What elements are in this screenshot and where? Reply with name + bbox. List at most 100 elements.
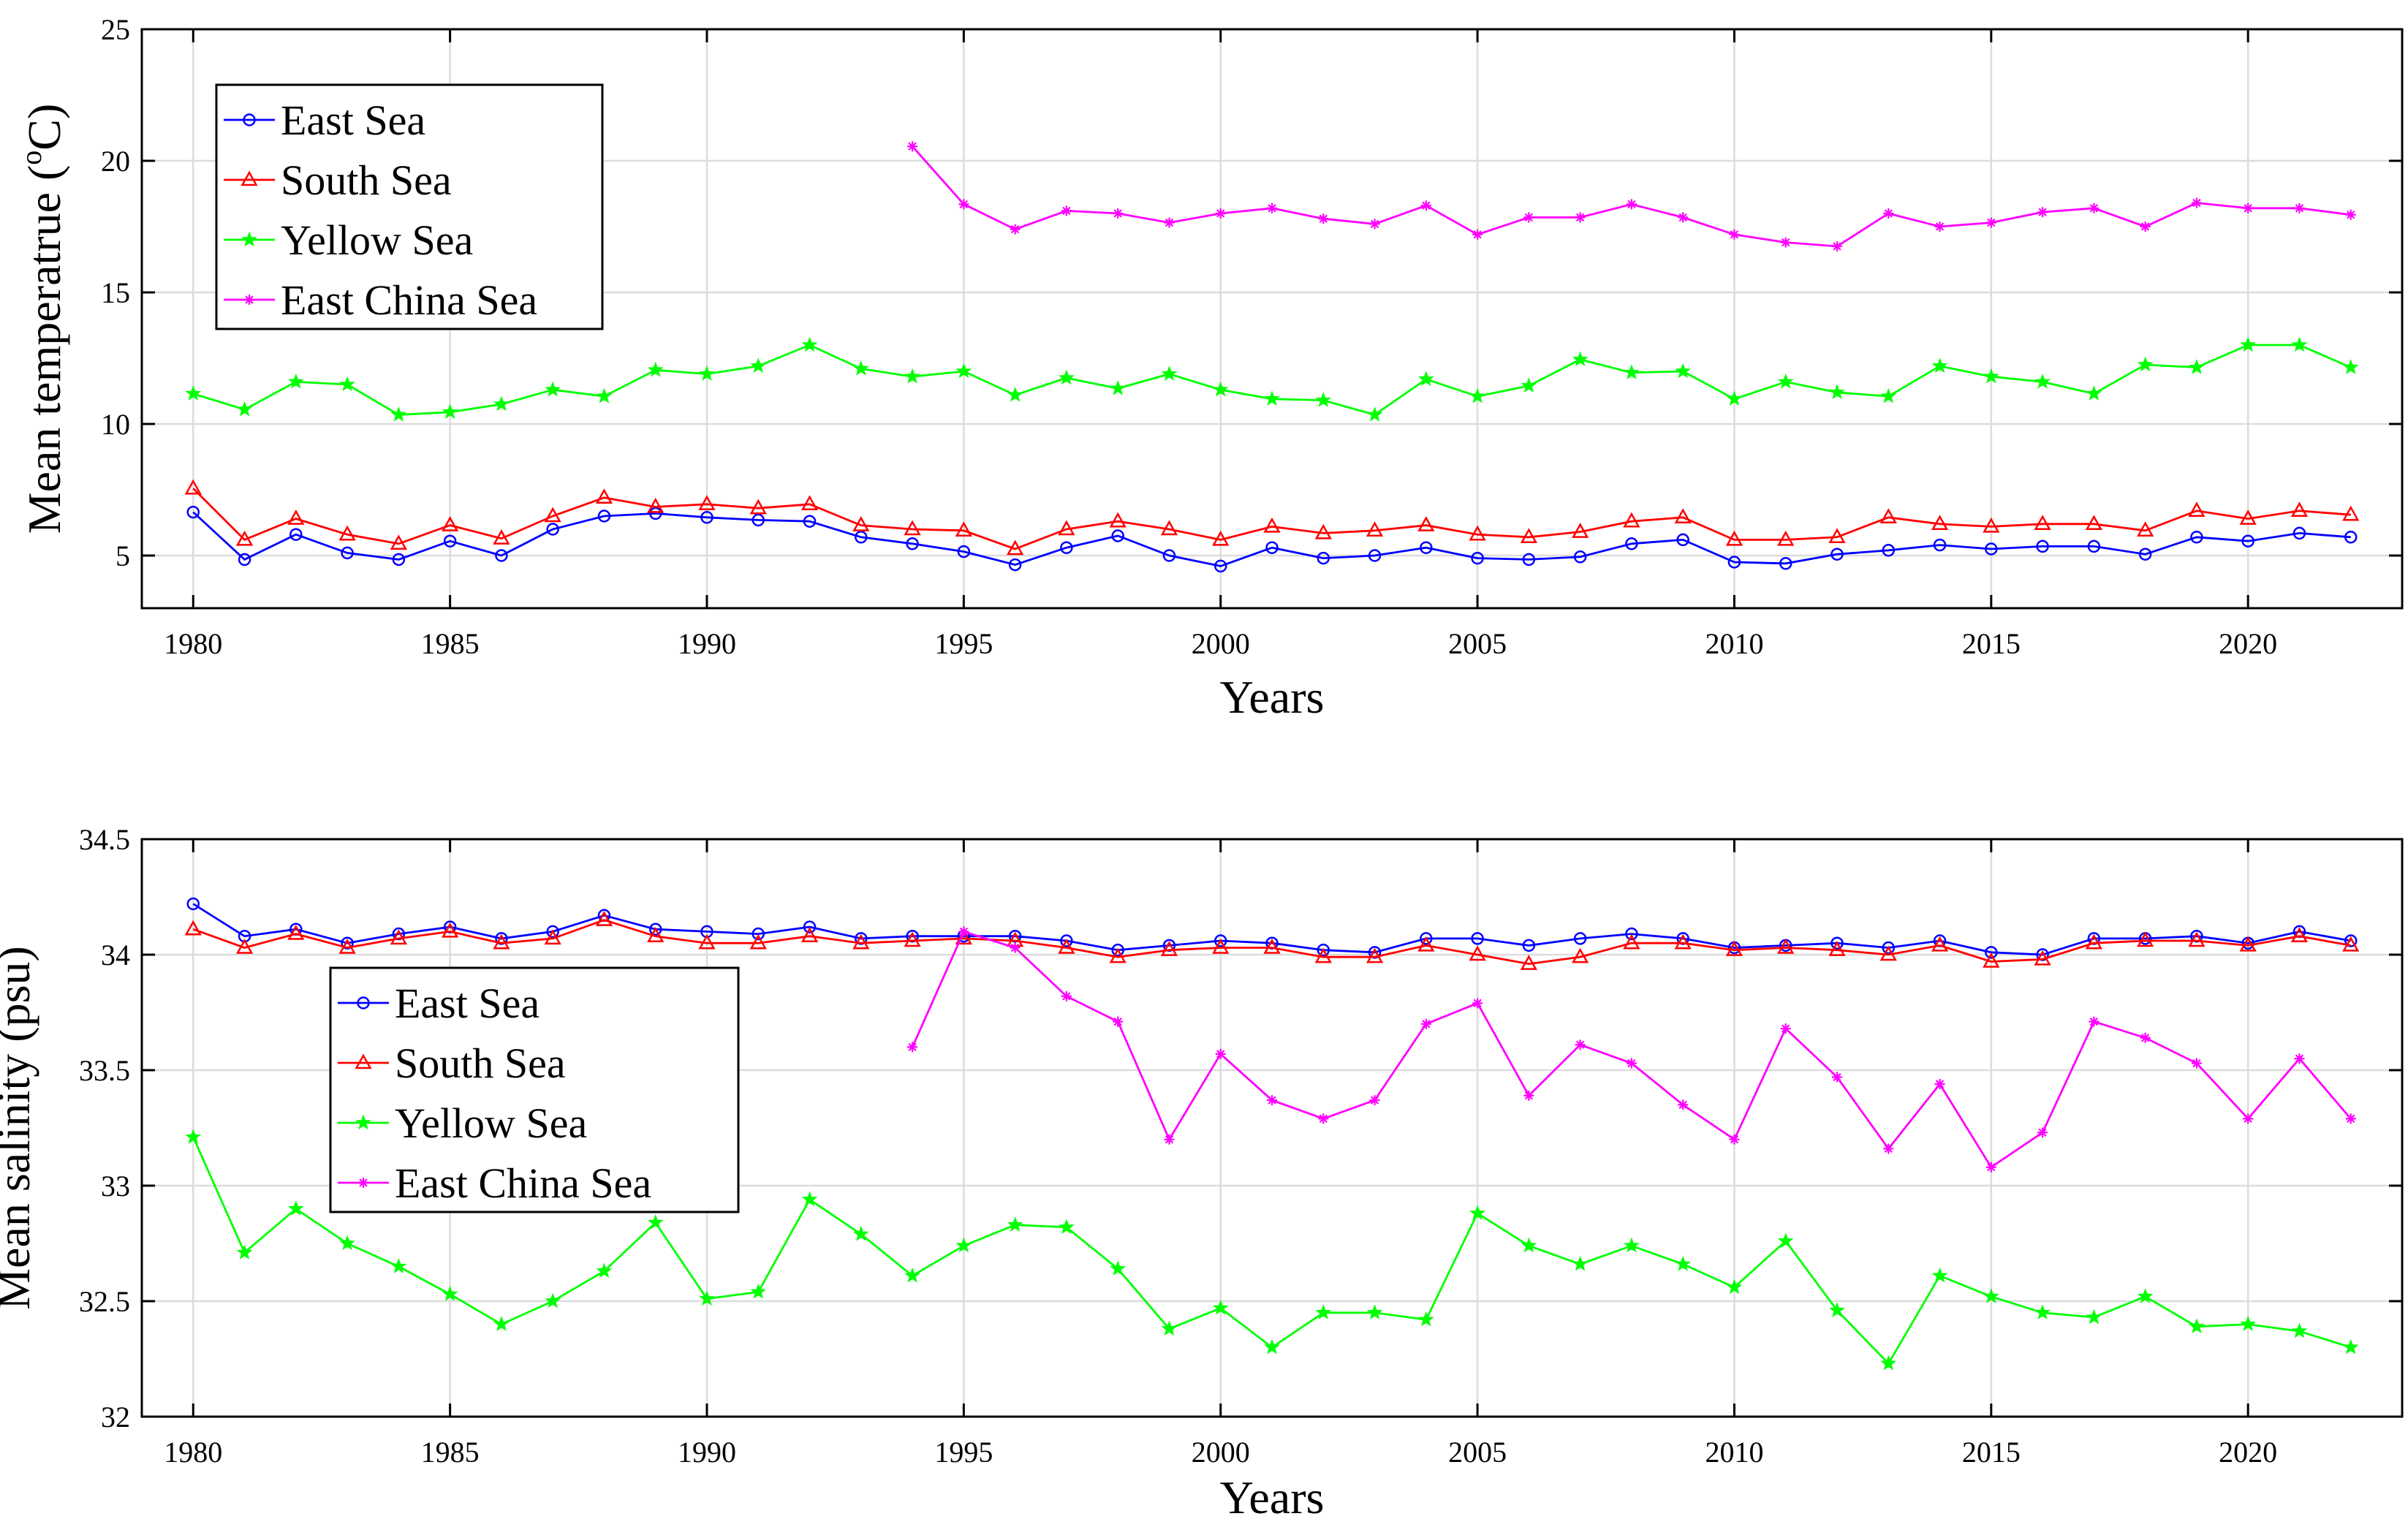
data-point [1469,1205,1485,1221]
y-tick-label: 20 [101,145,130,178]
data-point [186,897,200,911]
data-point [1010,224,1021,235]
data-point [339,1235,355,1251]
data-point [1726,390,1743,406]
x-axis-label: Years [1220,671,1325,723]
data-point [1420,1018,1431,1029]
data-point [1265,541,1279,554]
data-point [442,1286,458,1301]
data-point [338,938,356,954]
data-point [2089,1016,2100,1027]
data-point [390,406,407,422]
x-tick-label: 2010 [1705,1436,1763,1469]
data-point [1215,1048,1226,1059]
data-point [1417,371,1434,387]
data-point [2034,373,2051,389]
data-point [2344,934,2358,947]
data-point [2290,501,2309,518]
data-point [1828,941,1846,956]
data-point [1110,1260,1127,1276]
legend-marker [355,1114,371,1130]
series-line [192,919,2351,966]
data-point [1469,525,1486,541]
data-point [1368,549,1382,562]
y-tick-label: 33 [101,1170,130,1202]
data-point [236,1244,253,1259]
data-point [1111,529,1124,542]
data-point [1934,221,1945,232]
y-axis-label-text: Mean temperatrue ( [18,165,70,534]
data-point [1521,377,1537,393]
data-point [1572,351,1589,367]
data-point [700,511,713,524]
data-point [338,525,356,541]
x-tick-label: 2000 [1192,627,1250,660]
data-point [390,534,407,550]
data-point [1983,952,2000,968]
data-point [2036,539,2049,553]
data-point [2294,202,2305,213]
x-tick-label: 2015 [1962,1436,2021,1469]
data-point [751,513,765,527]
y-tick-label: 10 [101,408,130,441]
data-point [2243,202,2254,213]
data-point [904,931,921,947]
data-point [1061,990,1072,1001]
data-point [1058,520,1075,536]
data-point [1417,936,1435,952]
data-point [1314,947,1332,963]
data-point [2034,1304,2051,1320]
y-tick-label: 25 [101,13,130,46]
data-point [2189,359,2205,374]
data-point [1985,1162,1996,1173]
data-point [1983,368,1999,384]
data-point [1212,1300,1229,1315]
data-point [1830,548,1844,561]
data-point [1110,379,1127,395]
data-point [1883,1143,1894,1154]
data-point [1160,941,1178,956]
data-point [749,933,767,950]
data-point [1985,217,1996,228]
data-point [1164,1134,1175,1145]
data-point [1829,384,1845,400]
data-point [238,553,251,567]
data-point [1109,512,1127,528]
data-point [1575,1039,1586,1050]
data-point [493,529,510,545]
data-point [2342,359,2359,374]
data-point [1882,941,1896,955]
data-point [1111,943,1124,957]
data-point [648,923,662,936]
data-point [2342,505,2360,521]
data-point [1315,1304,1332,1320]
data-point [1674,508,1692,524]
data-point [2291,1322,2308,1338]
data-point [1623,512,1640,528]
data-point [1010,942,1021,953]
data-point [184,920,202,936]
data-point [1008,558,1022,572]
data-point [595,911,613,926]
data-point [801,1191,818,1207]
legend-box [215,83,604,330]
data-point [1933,538,1947,552]
data-point [1879,508,1897,524]
data-point [1317,551,1330,565]
data-point [1726,1278,1743,1295]
data-point [1573,932,1587,945]
data-point [698,495,716,511]
axes-frame [140,28,2404,610]
data-point [235,530,254,546]
data-point [596,387,613,404]
data-point [1109,947,1127,963]
data-point [1777,1232,1794,1249]
data-point [647,927,665,942]
data-point [1369,1095,1380,1106]
data-point [1369,219,1380,230]
data-point [800,495,819,511]
data-point [1060,934,1073,947]
data-point [2188,931,2206,947]
data-point [1830,936,1844,950]
data-point [1832,241,1842,251]
